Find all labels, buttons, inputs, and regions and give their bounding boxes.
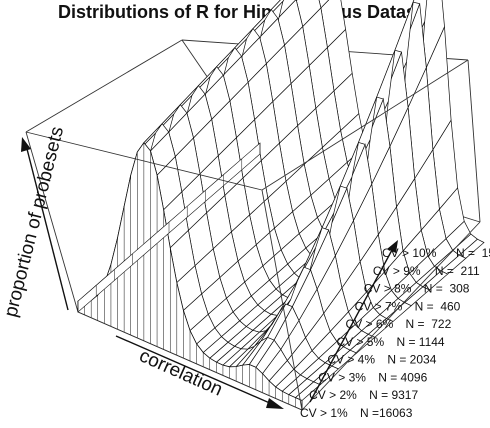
series-n-label: N = 722 [406,317,452,331]
series-label: CV > 1% [300,406,348,420]
series-n-label: N = 211 [435,264,480,278]
series-n-label: N = 159 [456,246,490,260]
series-n-label: N = 4096 [378,370,427,384]
series-n-label: N = 460 [415,299,461,313]
box-back-edge [25,131,79,313]
box-back-edge [25,39,183,133]
series-label: CV > 9% [373,264,421,278]
series-label: CV > 7% [355,299,403,313]
series-label: CV > 2% [309,388,357,402]
box-back-edge [467,59,481,223]
series-axis-arrowhead [387,240,398,253]
box-front-edge [261,59,469,191]
series-n-label: N = 1144 [396,335,444,349]
series-axis-arrow [309,249,393,403]
box-front-edge [261,189,303,411]
series-n-label: N =16063 [360,406,413,420]
axis-arrows [21,137,398,409]
series-n-label: N = 308 [424,282,470,296]
series-n-label: N = 2034 [387,353,436,367]
series-label: CV > 3% [318,370,366,384]
x-axis-arrowhead [266,398,284,409]
y-axis-title: proportion of probesets [0,125,68,320]
surface-facet [318,0,330,9]
surface-front-skirt [77,142,303,411]
series-label: CV > 8% [364,282,412,296]
box-front-edge [25,131,263,191]
series-n-label: N = 9317 [369,388,418,402]
box-front-edges [25,59,481,411]
x-axis-arrow [115,335,273,405]
box-front-edge [77,311,303,411]
series-label: CV > 4% [327,353,375,367]
series-label: CV > 10% [382,246,437,260]
series-label: CV > 6% [346,317,394,331]
y-axis-arrow [25,144,69,311]
series-label: CV > 5% [336,335,384,349]
box-front-edge [301,221,481,411]
y-axis-arrowhead [21,137,31,152]
